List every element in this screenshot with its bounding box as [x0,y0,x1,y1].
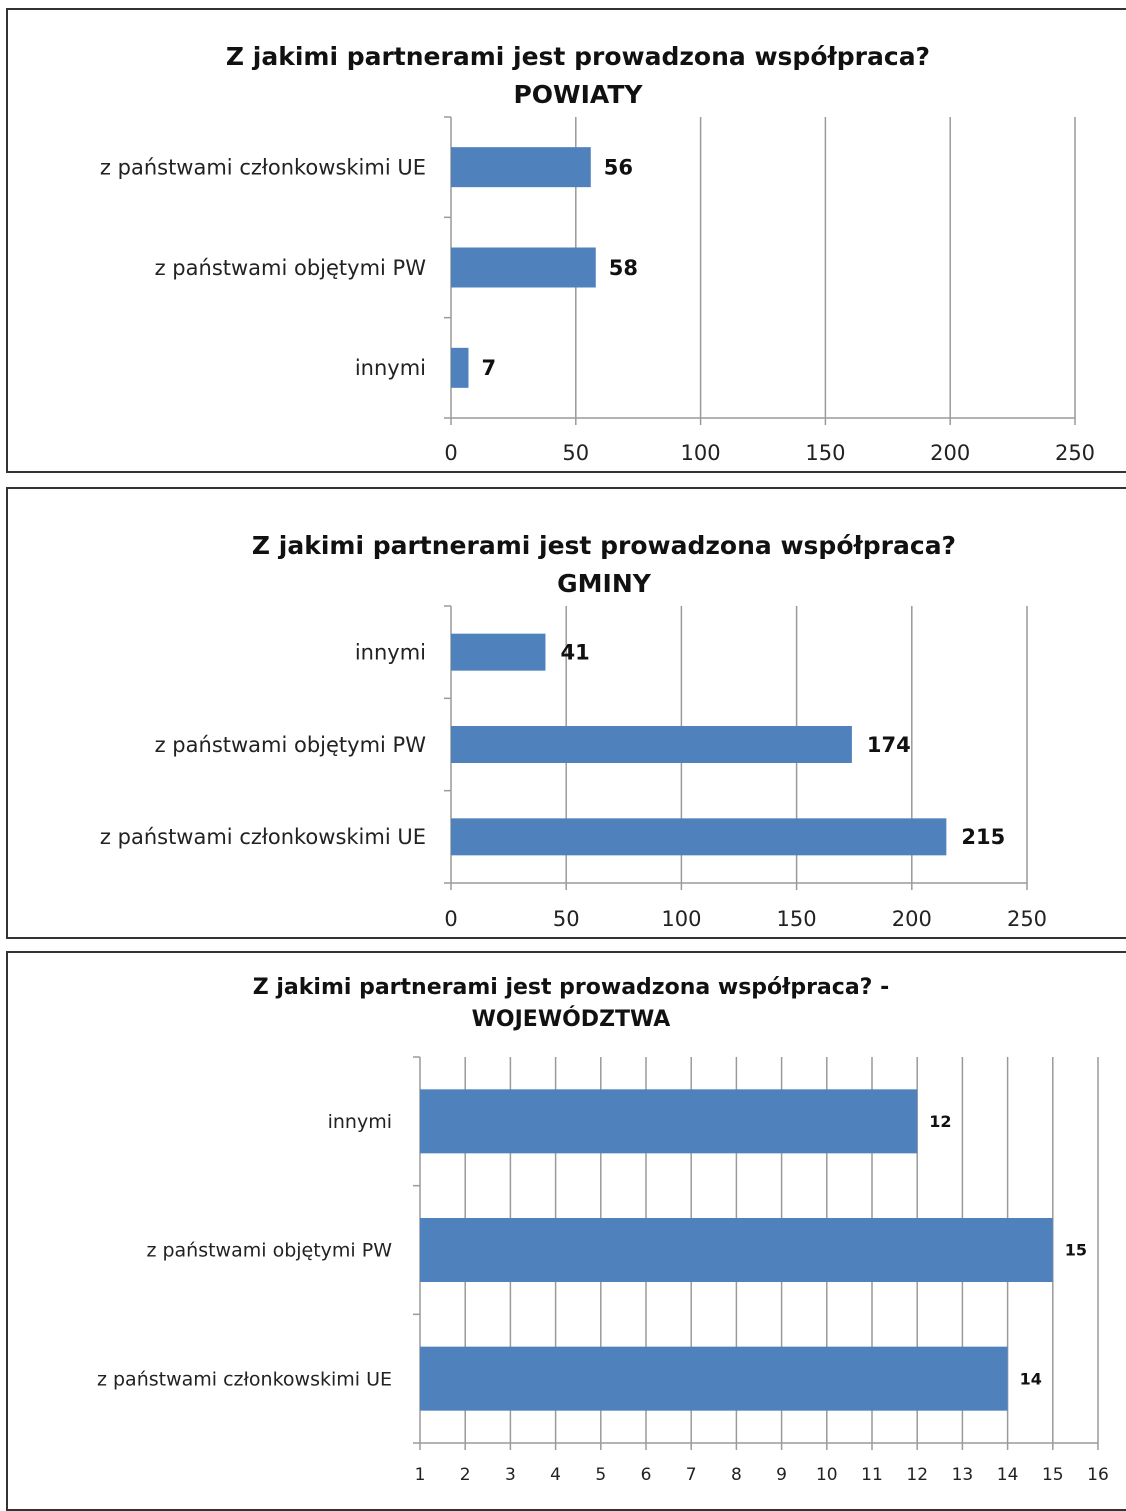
data-label: 174 [867,733,911,757]
x-tick-label: 2 [460,1465,471,1485]
category-label: z państwami członkowskimi UE [100,156,426,180]
x-tick-label: 9 [776,1465,787,1485]
category-label: z państwami objętymi PW [146,1240,392,1262]
chart-title: Z jakimi partnerami jest prowadzona wspó… [252,531,956,560]
x-tick-label: 50 [553,907,580,931]
x-tick-label: 250 [1055,441,1095,465]
bar [451,818,947,856]
chart-subtitle: WOJEWÓDZTWA [472,1006,671,1032]
category-label: z państwami objętymi PW [155,733,427,757]
bar [420,1089,918,1154]
chart-title: Z jakimi partnerami jest prowadzona wspó… [226,42,930,71]
chart-title: Z jakimi partnerami jest prowadzona wspó… [253,975,889,1000]
bar [451,347,469,388]
data-label: 215 [961,825,1005,849]
x-tick-label: 15 [1042,1465,1064,1485]
data-label: 56 [604,156,633,180]
bar [420,1218,1053,1282]
bar [451,147,591,188]
x-tick-label: 6 [641,1465,652,1485]
x-tick-label: 150 [805,441,845,465]
category-label: innymi [328,1111,392,1133]
x-tick-label: 4 [550,1465,561,1485]
category-label: innymi [355,356,426,380]
x-tick-label: 5 [595,1465,606,1485]
chart-subtitle: POWIATY [513,80,643,109]
x-tick-label: 250 [1007,907,1047,931]
bar [451,247,596,288]
bar [420,1346,1008,1411]
chart-panel-powiaty [6,8,1126,473]
x-tick-label: 100 [681,441,721,465]
x-tick-label: 12 [906,1465,928,1485]
x-tick-label: 13 [952,1465,974,1485]
chart-subtitle: GMINY [557,569,652,598]
x-tick-label: 0 [444,907,457,931]
category-label: innymi [355,641,426,665]
x-tick-label: 3 [505,1465,516,1485]
bar [451,633,546,671]
x-tick-label: 16 [1087,1465,1109,1485]
x-tick-label: 100 [661,907,701,931]
data-label: 58 [609,256,638,280]
x-tick-label: 200 [892,907,932,931]
x-tick-label: 8 [731,1465,742,1485]
x-tick-label: 14 [997,1465,1019,1485]
data-label: 14 [1020,1369,1042,1388]
x-tick-label: 1 [415,1465,426,1485]
category-label: z państwami członkowskimi UE [100,825,426,849]
x-tick-label: 0 [444,441,457,465]
category-label: z państwami członkowskimi UE [97,1368,392,1390]
data-label: 15 [1065,1241,1087,1260]
data-label: 12 [929,1112,951,1131]
x-tick-label: 50 [562,441,589,465]
data-label: 7 [481,356,496,380]
x-tick-label: 7 [686,1465,697,1485]
data-label: 41 [560,641,589,665]
category-label: z państwami objętymi PW [155,256,427,280]
x-tick-label: 10 [816,1465,838,1485]
bar [451,726,852,763]
x-tick-label: 200 [930,441,970,465]
x-tick-label: 11 [861,1465,883,1485]
x-tick-label: 150 [777,907,817,931]
